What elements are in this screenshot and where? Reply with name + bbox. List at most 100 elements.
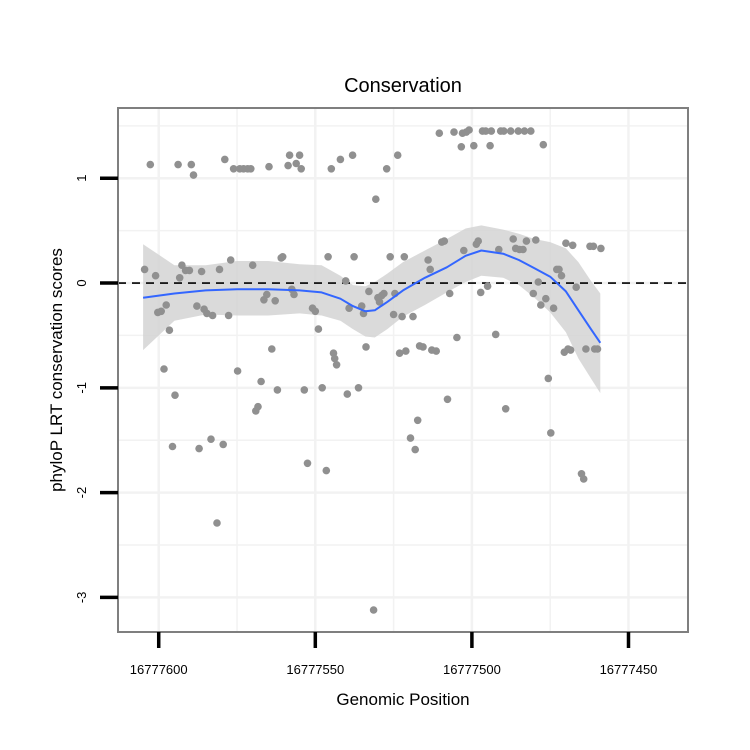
data-point: [372, 195, 380, 203]
data-point: [175, 274, 184, 282]
data-point: [345, 304, 353, 313]
data-point: [509, 235, 517, 243]
data-point: [506, 127, 515, 135]
data-point: [544, 374, 553, 383]
smooth-line-layer: [142, 249, 602, 344]
data-point: [534, 278, 543, 286]
data-point: [168, 442, 177, 451]
data-point: [207, 435, 215, 444]
data-point: [566, 346, 575, 354]
data-point: [435, 129, 444, 137]
data-point: [597, 244, 605, 253]
data-point: [474, 237, 483, 245]
data-point: [409, 312, 417, 321]
data-point: [589, 242, 598, 251]
data-point: [327, 165, 336, 173]
data-point: [426, 265, 435, 274]
data-point: [350, 252, 358, 261]
data-point: [247, 165, 255, 173]
data-point: [547, 429, 555, 437]
data-point: [162, 301, 170, 309]
data-point: [273, 386, 282, 394]
data-point: [481, 127, 490, 135]
data-point: [343, 390, 352, 398]
data-points: [140, 126, 605, 614]
data-point: [160, 365, 168, 373]
data-point: [292, 159, 301, 168]
data-point: [395, 349, 404, 358]
data-point: [514, 127, 523, 135]
y-tick-label: 0: [74, 279, 89, 286]
data-point: [263, 290, 271, 299]
data-point: [219, 440, 227, 449]
data-point: [151, 271, 160, 280]
data-point: [336, 155, 345, 164]
data-point: [233, 367, 242, 375]
data-point: [486, 141, 494, 150]
data-point: [140, 265, 149, 274]
data-point: [348, 151, 357, 159]
chart-title: Conservation: [344, 75, 462, 97]
data-point: [579, 475, 588, 483]
y-axis-label: phyloP LRT conservation scores: [47, 248, 66, 492]
x-axis-label: Genomic Position: [336, 690, 469, 709]
data-point: [501, 405, 510, 413]
data-point: [532, 236, 540, 244]
data-point: [529, 289, 538, 298]
data-point: [537, 301, 545, 309]
data-point: [440, 237, 449, 245]
data-point: [539, 140, 548, 149]
data-point: [520, 127, 529, 135]
data-point: [522, 237, 531, 245]
data-point: [189, 171, 198, 179]
data-point: [450, 128, 458, 136]
data-point: [582, 345, 590, 353]
data-point: [382, 165, 391, 173]
data-point: [491, 330, 500, 339]
data-point: [146, 160, 155, 169]
data-point: [248, 261, 257, 270]
data-point: [424, 256, 432, 264]
data-point: [457, 143, 466, 151]
data-point: [400, 252, 409, 261]
data-point: [268, 345, 276, 353]
panel-background: [118, 108, 688, 632]
data-point: [572, 283, 580, 292]
y-axis: -3 -2 -1 0 1: [74, 175, 118, 603]
data-point: [322, 466, 331, 475]
data-point: [171, 391, 179, 400]
data-point: [297, 165, 306, 173]
data-point: [555, 265, 563, 274]
data-point: [411, 445, 420, 454]
data-point: [393, 151, 402, 159]
data-point: [197, 267, 206, 276]
data-point: [460, 246, 468, 255]
data-point: [419, 343, 427, 351]
panel-border: [117, 107, 689, 633]
y-tick-label: 1: [74, 175, 89, 182]
data-point: [193, 302, 201, 310]
data-point: [330, 354, 339, 363]
data-point: [362, 343, 370, 351]
data-point: [568, 241, 577, 250]
data-point: [413, 416, 422, 425]
data-point: [432, 347, 441, 355]
plot-panel: [118, 108, 688, 632]
data-point: [303, 459, 312, 468]
data-point: [284, 161, 292, 170]
data-point: [465, 126, 473, 134]
data-point: [224, 311, 233, 320]
data-point: [445, 289, 454, 298]
data-point: [257, 377, 265, 386]
data-point: [476, 288, 485, 297]
data-point: [324, 252, 332, 261]
x-tick-label: 16777500: [443, 662, 501, 677]
data-point: [332, 361, 341, 369]
data-point: [380, 289, 388, 298]
data-point: [221, 155, 229, 164]
data-point: [208, 311, 217, 320]
confidence-ribbon-layer: [143, 225, 601, 394]
x-tick-label: 16777450: [600, 662, 658, 677]
data-point: [398, 312, 406, 321]
data-point: [215, 265, 224, 274]
